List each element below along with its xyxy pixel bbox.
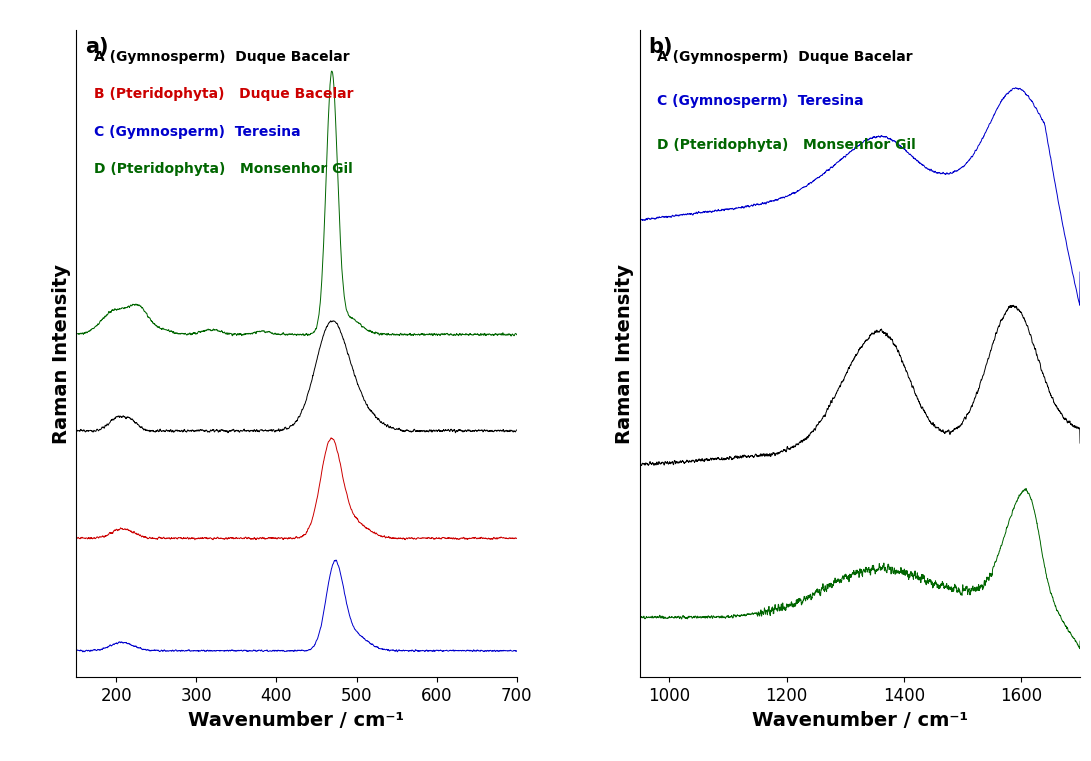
Text: A (Gymnosperm)  Duque Bacelar: A (Gymnosperm) Duque Bacelar	[94, 50, 349, 64]
X-axis label: Wavenumber / cm⁻¹: Wavenumber / cm⁻¹	[752, 711, 968, 730]
Text: C (Gymnosperm)  Teresina: C (Gymnosperm) Teresina	[94, 125, 301, 139]
Text: A (Gymnosperm)  Duque Bacelar: A (Gymnosperm) Duque Bacelar	[658, 50, 913, 64]
Text: B (Pteridophyta)   Duque Bacelar: B (Pteridophyta) Duque Bacelar	[94, 88, 353, 101]
Y-axis label: Raman Intensity: Raman Intensity	[51, 264, 71, 444]
Text: C (Gymnosperm)  Teresina: C (Gymnosperm) Teresina	[658, 94, 864, 108]
Text: D (Pteridophyta)   Monsenhor Gil: D (Pteridophyta) Monsenhor Gil	[94, 162, 352, 177]
Text: b): b)	[649, 37, 673, 57]
Text: a): a)	[85, 37, 109, 57]
X-axis label: Wavenumber / cm⁻¹: Wavenumber / cm⁻¹	[189, 711, 405, 730]
Y-axis label: Raman Intensity: Raman Intensity	[615, 264, 634, 444]
Text: D (Pteridophyta)   Monsenhor Gil: D (Pteridophyta) Monsenhor Gil	[658, 138, 916, 151]
